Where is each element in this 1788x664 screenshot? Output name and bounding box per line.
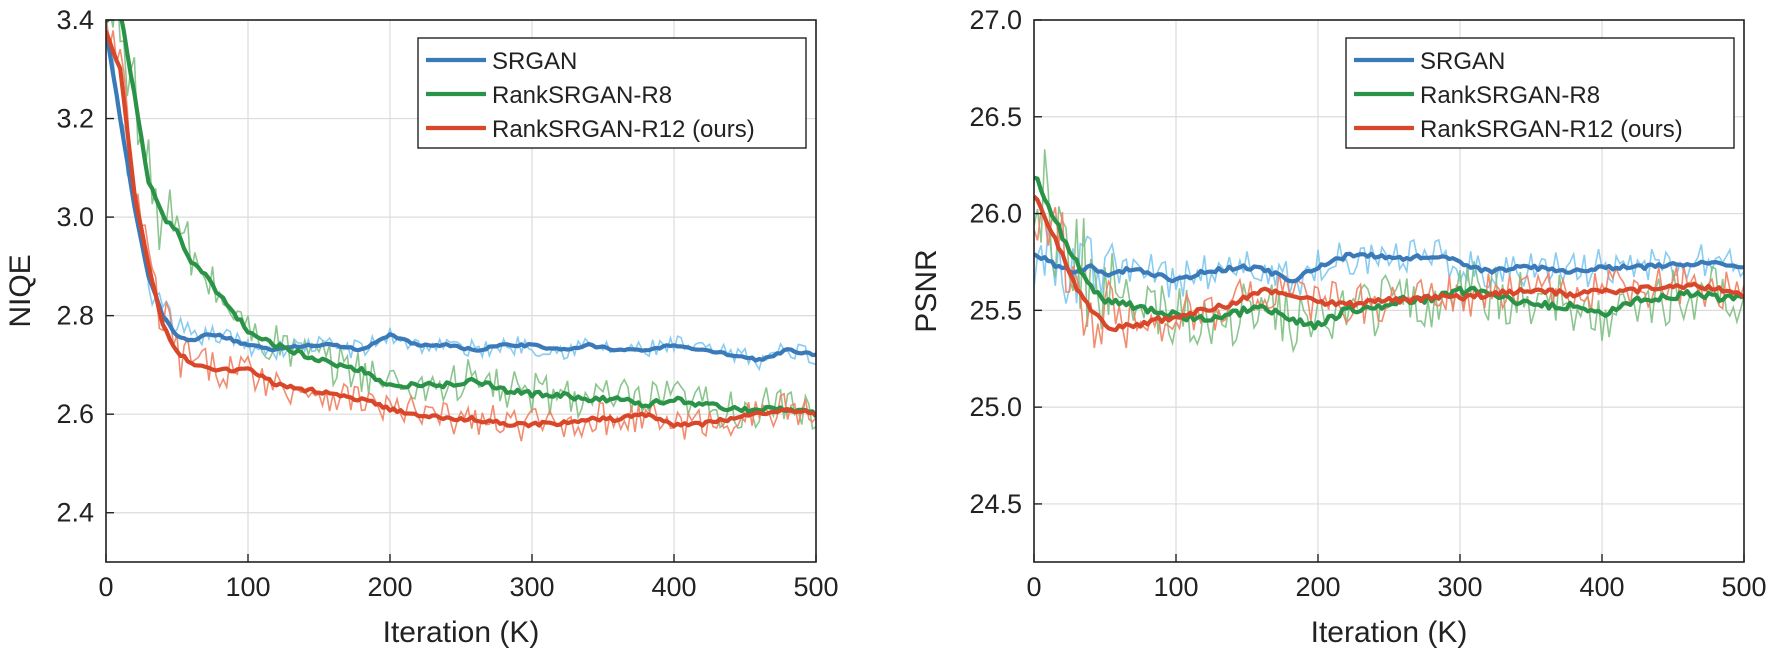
y-tick-label: 3.2 [56, 104, 94, 134]
legend-label: RankSRGAN-R8 [492, 82, 672, 109]
x-tick-label: 0 [98, 572, 113, 602]
x-tick-label: 500 [1721, 572, 1766, 602]
legend: SRGAN RankSRGAN-R8 RankSRGAN-R12 (ours) [1345, 37, 1735, 149]
axes-frame [105, 19, 817, 563]
legend-label: SRGAN [1420, 48, 1505, 75]
raw-trace-rank-r8 [110, 20, 816, 431]
y-tick-label: 2.4 [56, 498, 94, 528]
axes-frame [1033, 19, 1745, 563]
y-tick-label: 26.0 [969, 199, 1022, 229]
series-line-rank-r12 [106, 30, 816, 429]
series-group [1034, 149, 1744, 354]
series-group [106, 20, 816, 442]
x-tick-label: 200 [367, 572, 412, 602]
y-axis-label: PSNR [910, 249, 943, 332]
x-tick-label: 300 [509, 572, 554, 602]
series-line-srgan [106, 30, 816, 363]
legend-label: RankSRGAN-R8 [1420, 82, 1600, 109]
series-line-srgan [1034, 251, 1744, 284]
y-tick-label: 27.0 [969, 5, 1022, 35]
series-line-rank-r8 [106, 20, 816, 418]
x-axis-label: Iteration (K) [383, 616, 540, 649]
niqe-chart-panel: 0 100 200 300 400 500 2.4 2.6 2.8 3.0 3.2 3.4 Iterat… [4, 5, 839, 649]
y-tick-label: 25.0 [969, 392, 1022, 422]
series-line-rank-r8 [1034, 175, 1744, 331]
y-tick-label: 2.6 [56, 399, 94, 429]
legend: SRGAN RankSRGAN-R8 RankSRGAN-R12 (ours) [417, 37, 807, 149]
psnr-chart-panel: 0 100 200 300 400 500 24.5 25.0 25.5 26.0 26.5 27.0… [910, 5, 1767, 649]
y-tick-label: 24.5 [969, 489, 1022, 519]
y-tick-label: 25.5 [969, 295, 1022, 325]
series-line-rank-r12 [1034, 194, 1744, 333]
x-tick-label: 0 [1026, 572, 1041, 602]
x-tick-label: 100 [1153, 572, 1198, 602]
x-tick-label: 400 [1579, 572, 1624, 602]
x-tick-label: 300 [1437, 572, 1482, 602]
legend-label: RankSRGAN-R12 (ours) [492, 116, 755, 143]
x-tick-label: 100 [225, 572, 270, 602]
x-axis-label: Iteration (K) [1311, 616, 1468, 649]
raw-trace-srgan [106, 23, 816, 372]
y-tick-label: 2.8 [56, 301, 94, 331]
x-tick-label: 500 [793, 572, 838, 602]
y-axis-label: NIQE [4, 254, 37, 327]
y-tick-label: 26.5 [969, 102, 1022, 132]
raw-trace-rank-r12 [106, 20, 816, 442]
x-tick-label: 400 [651, 572, 696, 602]
legend-label: RankSRGAN-R12 (ours) [1420, 116, 1683, 143]
legend-label: SRGAN [492, 48, 577, 75]
x-tick-label: 200 [1295, 572, 1340, 602]
y-tick-label: 3.0 [56, 202, 94, 232]
y-tick-label: 3.4 [56, 5, 94, 35]
